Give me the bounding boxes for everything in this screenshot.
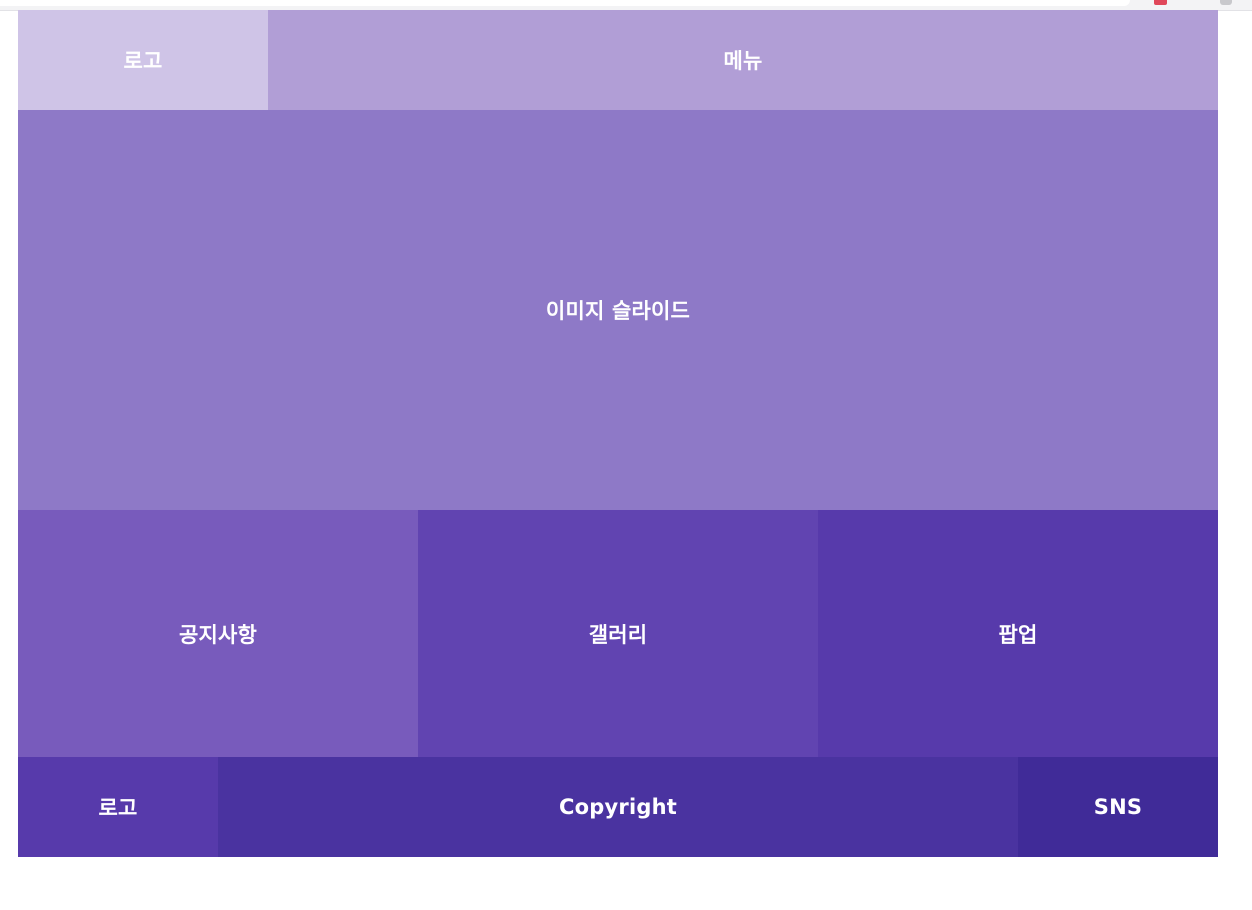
header-section: 로고 메뉴 [18, 10, 1218, 110]
header-logo-label: 로고 [123, 49, 163, 73]
gallery-label: 갤러리 [588, 622, 648, 647]
image-slider[interactable]: 이미지 슬라이드 [18, 110, 1218, 510]
popup-label: 팝업 [998, 622, 1038, 647]
notice-panel[interactable]: 공지사항 [18, 510, 418, 757]
footer-sns[interactable]: SNS [1018, 757, 1218, 857]
content-section: 공지사항 갤러리 팝업 [18, 510, 1218, 757]
footer-logo[interactable]: 로고 [18, 757, 218, 857]
header-logo[interactable]: 로고 [18, 10, 268, 110]
gallery-panel[interactable]: 갤러리 [418, 510, 818, 757]
browser-tab-strip [0, 0, 1130, 6]
popup-panel[interactable]: 팝업 [818, 510, 1218, 757]
image-slider-label: 이미지 슬라이드 [545, 299, 691, 323]
scrollbar-thumb[interactable] [1220, 0, 1232, 5]
notice-label: 공지사항 [178, 622, 258, 647]
header-menu-label: 메뉴 [723, 49, 763, 73]
header-menu[interactable]: 메뉴 [268, 10, 1218, 110]
extension-icon[interactable] [1154, 0, 1167, 5]
sns-label: SNS [1093, 795, 1143, 819]
footer-section: 로고 Copyright SNS [18, 757, 1218, 857]
copyright-label: Copyright [559, 795, 677, 819]
footer-copyright: Copyright [218, 757, 1018, 857]
layout-page: 로고 메뉴 이미지 슬라이드 공지사항 갤러리 팝업 로고 Copyright … [18, 10, 1218, 857]
footer-logo-label: 로고 [98, 796, 138, 820]
